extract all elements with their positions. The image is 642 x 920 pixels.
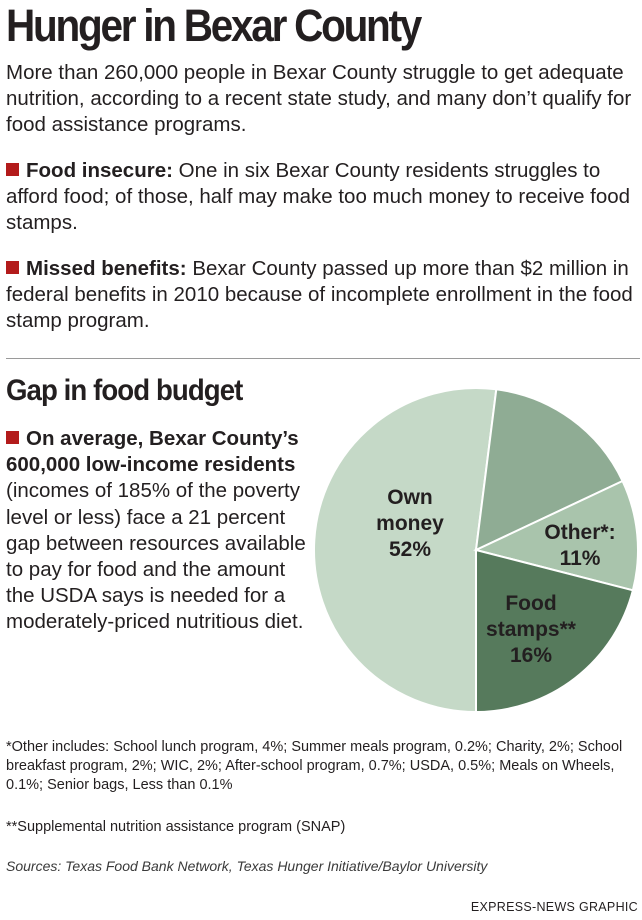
bullet-missed-benefits: Missed benefits: Bexar County passed up …: [6, 256, 640, 334]
pie-slice: [313, 387, 498, 714]
pie-chart: Own money 52% Food stamps** 16% Other*: 11%: [296, 386, 642, 716]
red-square-icon: [6, 163, 19, 176]
bullet-lead: Food insecure:: [26, 159, 173, 182]
red-square-icon: [6, 261, 19, 274]
pie-slice: [475, 548, 635, 714]
pie-chart-svg: Own money 52% Food stamps** 16% Other*: 11%: [313, 387, 639, 714]
bullet-text: One in six Bexar County residents strugg…: [6, 159, 631, 234]
slice-label: Other*: 11%: [544, 521, 615, 570]
bullet-food-insecure: Food insecure: One in six Bexar County r…: [6, 158, 640, 236]
intro-paragraph: More than 260,000 people in Bexar County…: [6, 61, 632, 136]
graphic-credit: EXPRESS-NEWS GRAPHIC: [470, 900, 638, 914]
section-heading: Gap in food budget: [6, 374, 243, 407]
page-title: Hunger in Bexar County: [6, 0, 422, 51]
gap-text: (incomes of 185% of the poverty level or…: [6, 479, 306, 634]
slice-label: Food stamps** 16%: [486, 592, 577, 667]
gap-lead: On average, Bexar County’s 600,000 low-i…: [6, 427, 299, 477]
section-divider: [6, 358, 640, 359]
sources-line: Sources: Texas Food Bank Network, Texas …: [6, 858, 488, 874]
bullet-lead: Missed benefits:: [26, 257, 187, 280]
pie-slice: [473, 479, 639, 592]
red-square-icon: [6, 431, 19, 444]
slice-label: Own money 52%: [376, 486, 444, 561]
pie-slice: [474, 388, 624, 552]
footnote-snap: **Supplemental nutrition assistance prog…: [6, 819, 346, 835]
bullet-text: Bexar County passed up more than $2 mill…: [6, 257, 633, 332]
gap-paragraph: On average, Bexar County’s 600,000 low-i…: [6, 426, 306, 636]
footnote-other: *Other includes: School lunch program, 4…: [6, 739, 623, 793]
